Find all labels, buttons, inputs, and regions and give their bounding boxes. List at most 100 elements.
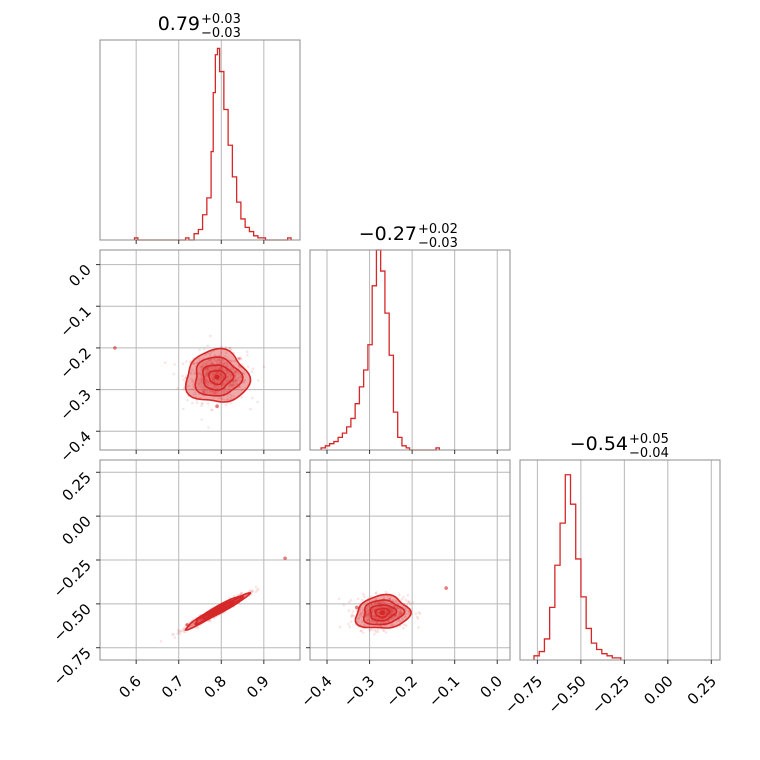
scatter-point [217, 357, 221, 361]
scatter-point [214, 372, 218, 376]
scatter-point [210, 362, 214, 366]
scatter-point [159, 640, 163, 643]
scatter-point [197, 382, 201, 386]
scatter-point [368, 618, 371, 621]
scatter-point [228, 378, 231, 382]
scatter-point [206, 369, 210, 373]
y-tick-label: −0.50 [50, 600, 95, 645]
scatter-point [210, 366, 213, 370]
scatter-point [234, 378, 238, 382]
scatter-point [210, 373, 214, 376]
scatter-point [235, 371, 239, 375]
scatter-point [202, 387, 206, 391]
scatter-point [205, 391, 208, 395]
scatter-point [250, 589, 254, 593]
scatter-point [356, 597, 360, 601]
scatter-point [376, 628, 380, 631]
scatter-point [220, 358, 224, 362]
scatter-point [246, 354, 249, 357]
scatter-point [193, 390, 197, 394]
scatter-point [225, 364, 229, 368]
scatter-point [223, 390, 227, 393]
scatter-point [372, 620, 376, 624]
scatter-point [205, 378, 208, 381]
title-param0-value: 0.79 [158, 13, 200, 35]
scatter-point [399, 608, 403, 611]
scatter-point [377, 601, 380, 604]
scatter-point [211, 390, 215, 394]
scatter-point [204, 380, 208, 383]
scatter-point [377, 601, 381, 604]
scatter-point [200, 379, 203, 382]
scatter-point [230, 359, 233, 363]
scatter-point [176, 387, 179, 390]
scatter-point [396, 606, 399, 609]
scatter-point [235, 382, 238, 386]
y-tick-label: −0.3 [56, 386, 94, 424]
scatter-point [182, 388, 186, 391]
scatter-point [390, 610, 394, 614]
scatter-point [382, 628, 385, 632]
title-param2: −0.54 +0.05 −0.04 [570, 432, 669, 461]
scatter-point [204, 381, 208, 385]
scatter-point [204, 388, 208, 391]
scatter-point [401, 618, 404, 621]
scatter-point [391, 608, 395, 612]
panel-param1-vs-param0: 0.0 −0.1 −0.2 −0.3−0.4 [56, 249, 301, 466]
scatter-point [200, 379, 204, 383]
scatter-point [193, 371, 196, 374]
scatter-point [213, 384, 216, 388]
scatter-point [240, 591, 243, 595]
scatter-point [396, 607, 400, 611]
scatter-point [373, 607, 376, 611]
scatter-point [256, 588, 259, 592]
scatter-point [417, 611, 421, 614]
scatter-point [178, 629, 182, 633]
scatter-point [220, 361, 224, 365]
scatter-point [200, 365, 204, 369]
scatter-point [189, 372, 193, 376]
scatter-point [251, 589, 254, 593]
scatter-point [208, 368, 212, 372]
scatter-point [384, 611, 388, 615]
scatter-point [240, 357, 243, 361]
scatter-point [221, 390, 225, 394]
scatter-point [232, 395, 235, 398]
scatter-point [366, 609, 369, 613]
scatter-point [213, 380, 216, 383]
scatter-point [233, 374, 237, 378]
scatter-point [181, 362, 185, 366]
scatter-point [212, 374, 215, 377]
scatter-point [379, 621, 383, 625]
scatter-point [382, 600, 386, 604]
scatter-point [390, 612, 394, 615]
scatter-point [378, 613, 381, 616]
scatter-point [411, 601, 415, 605]
scatter-point [216, 379, 219, 383]
scatter-point [195, 401, 199, 405]
scatter-point [350, 615, 354, 619]
scatter-point [207, 426, 210, 429]
scatter-point [376, 611, 380, 615]
scatter-point [389, 608, 393, 612]
scatter-point [215, 360, 219, 364]
x-tick-label: −0.50 [544, 672, 589, 717]
scatter-point [358, 615, 361, 619]
scatter-point [351, 613, 354, 616]
scatter-point [234, 379, 238, 383]
scatter-point [230, 359, 234, 363]
scatter-point [212, 397, 216, 400]
scatter-point [219, 366, 223, 370]
scatter-point [245, 350, 249, 354]
scatter-point [204, 353, 207, 357]
scatter-point [406, 600, 409, 603]
scatter-point [392, 609, 396, 612]
scatter-point [366, 613, 370, 617]
scatter-point [211, 372, 214, 376]
scatter-point [199, 365, 203, 369]
scatter-point [390, 611, 394, 615]
scatter-point [182, 630, 185, 634]
scatter-point [223, 355, 226, 358]
scatter-point [190, 387, 193, 391]
scatter-point [389, 612, 393, 616]
